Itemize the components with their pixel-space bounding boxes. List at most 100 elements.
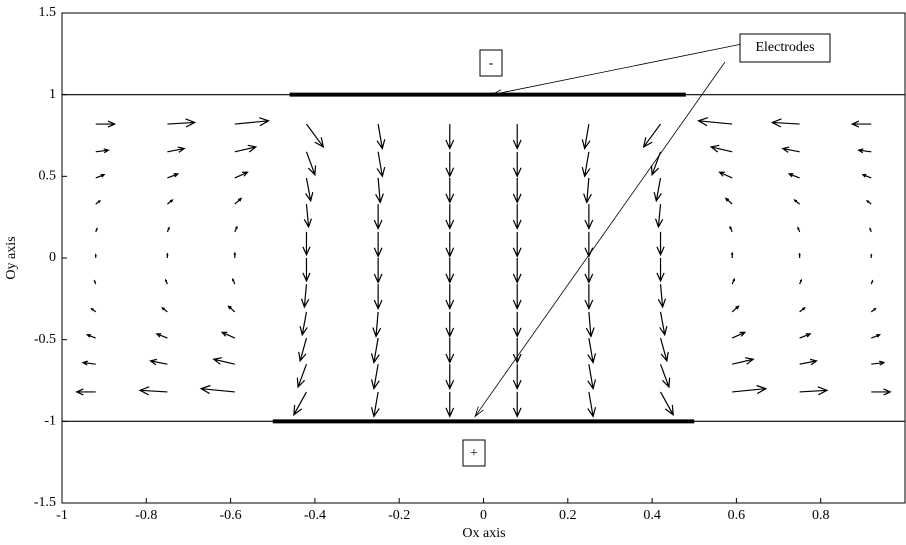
arrow [445,284,455,311]
arrow [731,277,735,285]
arrow [512,177,522,204]
arrow [300,284,310,309]
arrow [445,124,455,151]
arrow [370,391,380,418]
arrow [799,386,829,396]
y-tick-label: -0.5 [34,332,56,347]
arrow [370,337,380,364]
arrow [642,123,662,149]
x-tick-label: -0.6 [220,508,242,523]
arrow [659,311,668,337]
arrow [659,337,669,363]
y-tick-label: 0 [49,250,56,265]
x-tick-label: -0.4 [304,508,326,523]
annotation-arrow [474,61,726,418]
arrow [512,338,522,364]
arrow [512,204,522,231]
arrow [584,258,594,284]
arrow [799,358,818,366]
annotation-arrow [490,43,743,97]
arrow [729,225,733,233]
x-tick-label: 0.6 [728,508,746,523]
arrow [298,337,308,363]
electrode-label: + [470,446,478,461]
arrow [654,204,664,229]
arrow [138,386,168,396]
plot-area [61,12,906,504]
arrow [167,173,180,179]
x-axis-label: Ox axis [462,526,505,541]
arrow [373,284,383,311]
arrow [798,252,801,258]
arrow [865,199,872,205]
arrow [234,197,243,205]
arrow [869,227,872,233]
x-tick-label: 0.8 [812,508,830,523]
arrow [581,123,591,151]
arrow [155,333,168,339]
arrow [305,151,317,177]
arrow [797,226,801,233]
arrow [220,331,236,339]
arrow [81,360,96,366]
arrow [512,231,522,258]
arrow [95,173,106,179]
x-tick-label: 0.2 [559,508,577,523]
arrow [512,284,522,311]
arrow [799,306,806,313]
arrow [373,204,383,231]
arrow [656,258,665,283]
arrow [376,151,386,178]
arrow [512,364,522,391]
y-tick-label: 1.5 [39,5,57,20]
arrow [583,177,592,204]
y-tick-label: -1 [44,414,56,429]
arrow [709,144,733,153]
arrow [375,177,384,204]
y-tick-label: 0.5 [39,169,57,184]
x-tick-label: -0.8 [135,508,157,523]
arrow [659,363,671,389]
arrow [227,305,236,313]
arrow [305,177,314,203]
arrow [372,311,382,338]
arrow [781,146,800,153]
arrow [445,364,455,391]
arrow [870,279,874,285]
arrow [299,311,308,337]
arrow [512,391,522,418]
arrow [373,258,383,284]
arrow [660,391,674,417]
arrow [857,148,872,154]
arrow [732,357,755,365]
arrow [95,148,110,154]
arrow [95,199,102,205]
annotation-text: Electrodes [755,40,814,55]
electrode-label: - [489,56,494,71]
arrow [373,231,383,258]
arrow [166,199,174,205]
arrow [584,204,594,231]
arrow [93,279,97,285]
y-axis-label: Oy axis [4,236,19,279]
arrow [653,177,662,203]
arrow [657,284,667,309]
arrow [212,357,235,365]
arrow [305,123,325,149]
arrow [166,226,170,233]
arrow [95,120,117,128]
arrow [445,204,455,231]
arrow [75,388,96,396]
arrow [95,227,98,233]
arrow [871,333,882,339]
arrow [94,253,97,258]
arrow [587,364,597,391]
arrow [161,306,168,313]
arrow [167,118,197,128]
arrow [302,231,311,257]
arrow [870,253,873,258]
x-tick-label: -1 [56,508,68,523]
arrow [167,146,186,153]
arrow [303,204,313,229]
